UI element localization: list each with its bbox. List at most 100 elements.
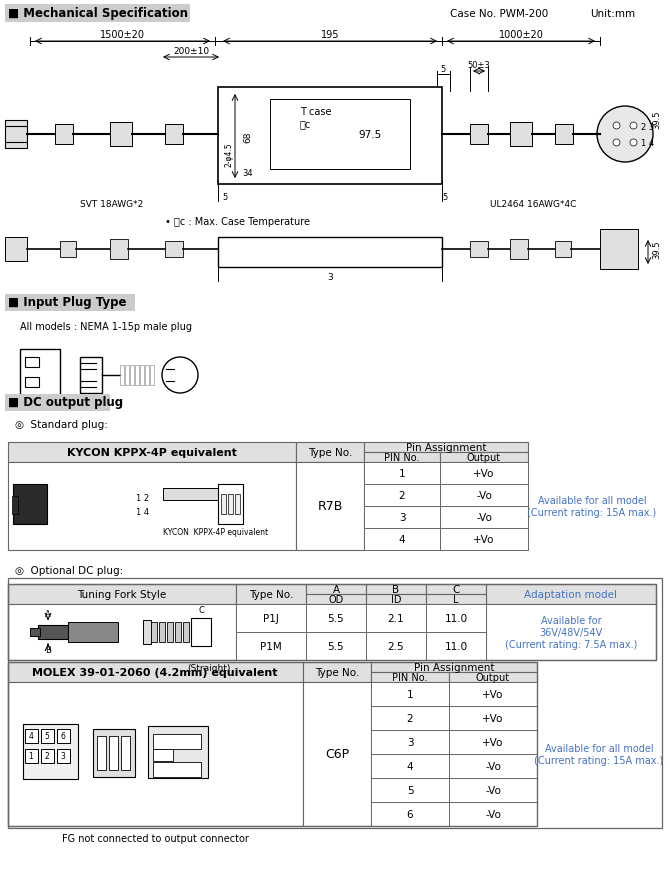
Text: 5: 5 [222, 193, 228, 203]
Bar [153, 734, 201, 749]
Bar [306, 584, 366, 595]
Text: Pin Assignment: Pin Assignment [414, 662, 494, 673]
Bar [8, 462, 296, 551]
Text: -Vo: -Vo [476, 512, 492, 523]
Bar [159, 623, 165, 642]
Bar [167, 623, 173, 642]
Text: MOLEX 39-01-2060 (4.2mm) equivalent: MOLEX 39-01-2060 (4.2mm) equivalent [32, 667, 278, 677]
Text: 6: 6 [60, 731, 66, 741]
Bar [440, 453, 528, 462]
Text: 3: 3 [399, 512, 405, 523]
Bar [57, 749, 70, 763]
Text: ■ Input Plug Type: ■ Input Plug Type [8, 296, 127, 310]
Bar [153, 749, 173, 761]
Bar [8, 682, 303, 826]
Text: SVT 18AWG*2: SVT 18AWG*2 [80, 200, 143, 210]
Bar [449, 754, 537, 778]
Text: Pin Assignment: Pin Assignment [406, 443, 486, 453]
Bar [364, 529, 440, 551]
Bar [151, 623, 157, 642]
Bar [25, 378, 39, 388]
Text: Type No.: Type No. [249, 589, 293, 599]
Text: B: B [393, 584, 399, 595]
Text: Unit:mm: Unit:mm [590, 9, 635, 19]
Circle shape [107, 496, 115, 503]
Bar [145, 366, 149, 386]
Bar [366, 584, 426, 595]
Text: -Vo: -Vo [485, 761, 501, 771]
Text: T case: T case [300, 107, 332, 117]
Text: 1: 1 [399, 468, 405, 479]
Text: All models : NEMA 1-15p male plug: All models : NEMA 1-15p male plug [20, 322, 192, 332]
Bar [140, 366, 144, 386]
Bar [486, 584, 656, 604]
Text: 2.5: 2.5 [388, 641, 404, 652]
Bar [449, 731, 537, 754]
Bar [306, 595, 366, 604]
Text: 4: 4 [29, 731, 34, 741]
Bar [366, 595, 426, 604]
Bar [41, 729, 54, 743]
Text: 5.5: 5.5 [328, 641, 344, 652]
Bar [153, 762, 201, 777]
Text: KYCON KPPX-4P equivalent: KYCON KPPX-4P equivalent [67, 447, 237, 458]
Bar [218, 88, 442, 185]
Text: PIN No.: PIN No. [385, 453, 419, 462]
Text: 39.5: 39.5 [653, 111, 661, 129]
Bar [371, 662, 537, 673]
Bar [30, 628, 40, 637]
Text: 5: 5 [45, 731, 50, 741]
Text: 2 3: 2 3 [641, 123, 655, 132]
Text: ■ Mechanical Specification: ■ Mechanical Specification [8, 8, 188, 20]
Bar [510, 239, 528, 260]
Bar [68, 623, 118, 642]
Bar [449, 802, 537, 826]
Text: A: A [332, 584, 340, 595]
Bar [165, 242, 183, 258]
Bar [470, 242, 488, 258]
Bar [270, 100, 410, 170]
Bar [426, 584, 486, 595]
Text: 68: 68 [243, 131, 252, 143]
Circle shape [107, 510, 115, 517]
Bar [364, 484, 440, 506]
Bar [449, 778, 537, 802]
Bar [296, 462, 364, 551]
Bar [12, 496, 18, 515]
Text: C: C [452, 584, 460, 595]
Bar [364, 453, 440, 462]
Bar [109, 736, 118, 770]
Text: Adaptation model: Adaptation model [525, 589, 618, 599]
Bar [175, 623, 181, 642]
Bar [8, 443, 296, 462]
Bar [440, 484, 528, 506]
Circle shape [630, 123, 637, 130]
Bar [93, 729, 135, 777]
Text: Available for
36V/48V/54V
(Current rating: 7.5A max.): Available for 36V/48V/54V (Current ratin… [505, 615, 637, 650]
Text: 1 4: 1 4 [137, 508, 149, 517]
Bar [371, 706, 449, 731]
Text: +Vo: +Vo [482, 738, 504, 747]
Text: Type No.: Type No. [308, 447, 352, 458]
Bar [110, 123, 132, 146]
Text: L: L [453, 595, 459, 604]
Text: 97.5: 97.5 [358, 130, 382, 139]
Bar [5, 121, 27, 149]
Text: +Vo: +Vo [482, 713, 504, 724]
Text: 3: 3 [60, 752, 66, 760]
Bar [191, 618, 211, 646]
Text: ■ DC output plug: ■ DC output plug [8, 396, 123, 409]
Text: 6: 6 [407, 809, 413, 819]
Bar [449, 682, 537, 706]
Text: 34: 34 [243, 169, 253, 178]
Text: Case No. PWM-200: Case No. PWM-200 [450, 9, 548, 19]
Bar [364, 443, 528, 453]
Text: 4: 4 [399, 534, 405, 545]
Bar [80, 358, 102, 394]
Bar [165, 125, 183, 145]
Bar [8, 662, 537, 826]
Text: 11.0: 11.0 [444, 613, 468, 624]
Bar [470, 125, 488, 145]
Bar [25, 749, 38, 763]
Bar [60, 242, 76, 258]
